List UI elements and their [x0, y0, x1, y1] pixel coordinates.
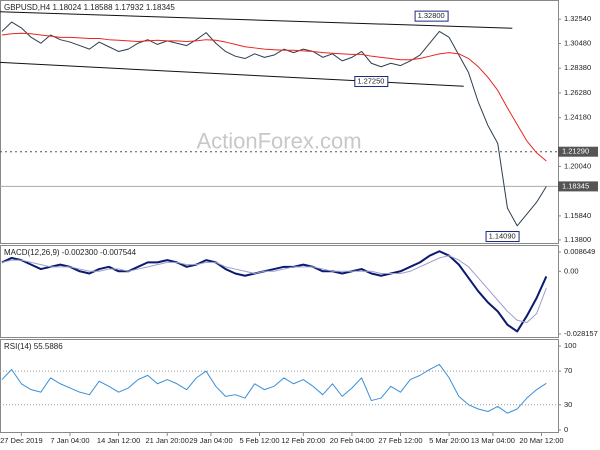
y-tick-label: 1.24180: [564, 113, 591, 122]
y-tick-label: -0.028157: [564, 329, 598, 338]
series-line: [1, 21, 547, 227]
x-tick-label: 27 Dec 2019: [0, 436, 43, 445]
y-tick-label: 1.20040: [564, 161, 591, 170]
x-tick-label: 21 Jan 20:00: [146, 436, 189, 445]
level-label-box: [558, 181, 598, 192]
annotation-box: [414, 10, 449, 22]
x-tick-label: 5 Feb 12:00: [240, 436, 280, 445]
y-tick-label: 30: [564, 400, 572, 409]
y-tick-label: 1.30480: [564, 38, 591, 47]
x-tick-label: 13 Mar 04:00: [471, 436, 515, 445]
annotation-label: 1.14090: [489, 232, 516, 241]
x-tick-label: 14 Jan 12:00: [97, 436, 140, 445]
x-tick-label: 27 Feb 12:00: [378, 436, 422, 445]
level-label: 1.18345: [562, 181, 589, 190]
y-tick-label: 1.13800: [564, 235, 591, 244]
y-tick-label: 100: [564, 341, 577, 350]
x-tick-label: 29 Jan 04:00: [189, 436, 232, 445]
y-tick-label: 0: [564, 425, 568, 434]
panel-frame: [0, 245, 559, 338]
panel-frame: [0, 339, 559, 433]
panel-title: MACD(12,26,9) -0.002300 -0.007544: [4, 248, 137, 257]
panel-title: RSI(14) 55.5886: [4, 342, 63, 351]
panel-frame: [0, 0, 559, 244]
x-tick-label: 20 Feb 04:00: [330, 436, 374, 445]
y-tick-label: 0.00: [564, 266, 579, 275]
y-tick-label: 70: [564, 366, 572, 375]
annotation-label: 1.32800: [418, 11, 445, 20]
level-label-box: [558, 146, 598, 157]
level-label: 1.21290: [562, 147, 589, 156]
y-tick-label: 1.15840: [564, 211, 591, 220]
annotation-box: [485, 231, 520, 243]
y-tick-label: 1.26280: [564, 88, 591, 97]
series-line: [1, 32, 547, 162]
x-tick-label: 20 Mar 12:00: [519, 436, 563, 445]
annotation-label: 1.27250: [357, 76, 384, 85]
x-tick-label: 7 Jan 04:00: [50, 436, 89, 445]
panel-title: GBPUSD,H4 1.18024 1.18588 1.17932 1.1834…: [4, 3, 175, 12]
trendline: [0, 11, 513, 29]
annotation-box: [354, 76, 389, 88]
y-tick-label: 1.32540: [564, 14, 591, 23]
series-line: [1, 363, 547, 414]
x-tick-label: 12 Feb 20:00: [281, 436, 325, 445]
y-tick-label: 0.008649: [564, 247, 595, 256]
x-tick-label: 5 Mar 20:00: [429, 436, 469, 445]
series-line: [1, 250, 548, 333]
series-line: [1, 255, 547, 324]
watermark: ActionForex.com: [196, 128, 361, 153]
y-tick-label: 1.28380: [564, 63, 591, 72]
